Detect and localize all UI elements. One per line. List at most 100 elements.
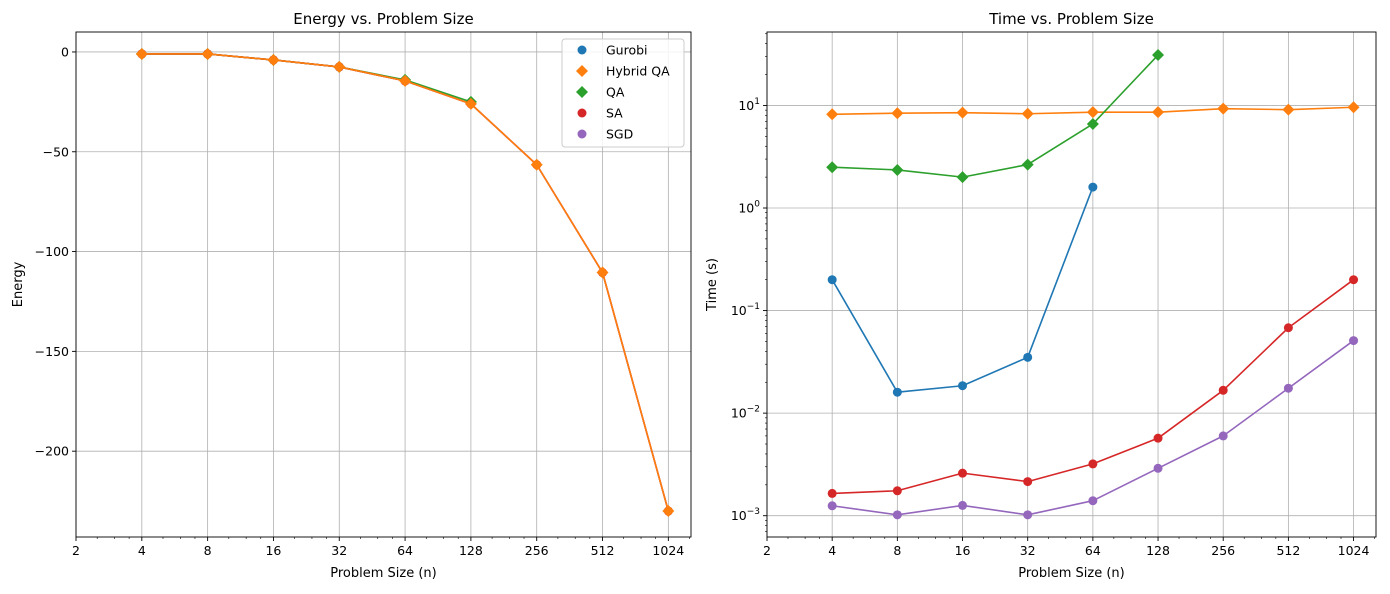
- y-tick-label: 10−1: [731, 302, 760, 318]
- y-axis-label: Energy: [11, 261, 26, 307]
- chart-title: Time vs. Problem Size: [988, 10, 1154, 28]
- x-tick-label: 16: [265, 543, 281, 558]
- y-axis-label: Time (s): [705, 258, 720, 312]
- legend-box: [561, 38, 685, 148]
- x-tick-label: 8: [204, 543, 212, 558]
- series-group: [826, 49, 1360, 520]
- legend-marker: [577, 45, 587, 55]
- y-tick-label: −150: [35, 344, 69, 359]
- data-point: [1347, 101, 1360, 114]
- series-hybrid-qa: [826, 101, 1360, 121]
- legend: Gurobi Hybrid QA QA SA SGD: [561, 38, 685, 148]
- series-gurobi: [827, 182, 1098, 397]
- chart-title: Energy vs. Problem Size: [293, 10, 473, 28]
- x-tick-label: 256: [1211, 543, 1235, 558]
- minor-ticks: [96, 537, 690, 539]
- y-tick-label: 10−2: [731, 405, 760, 421]
- axes-frame: [766, 31, 1377, 538]
- data-point: [958, 468, 968, 478]
- x-tick-label: 2: [72, 543, 80, 558]
- axes-frame: [75, 31, 692, 538]
- series-line: [832, 54, 1159, 178]
- data-point: [135, 47, 148, 60]
- data-point: [1086, 106, 1099, 119]
- data-point: [1023, 510, 1033, 520]
- legend-marker: [576, 86, 588, 98]
- y-tick-label: 101: [738, 97, 760, 113]
- data-point: [892, 387, 902, 397]
- data-point: [333, 60, 346, 73]
- x-tick-label: 32: [331, 543, 347, 558]
- y-tick-exponent: −2: [747, 405, 760, 415]
- data-point: [1152, 106, 1165, 119]
- data-point: [1218, 385, 1228, 395]
- data-point: [892, 486, 902, 496]
- legend-label: SA: [606, 106, 623, 121]
- legend-marker: [577, 108, 587, 118]
- x-axis: 2 4 8 16 32 64 128 256 512 1024: [763, 537, 1370, 558]
- data-point: [530, 158, 543, 171]
- y-tick-exponent: −1: [747, 302, 760, 312]
- data-point: [892, 510, 902, 520]
- data-point: [1349, 336, 1359, 346]
- x-tick-label: 256: [525, 543, 549, 558]
- x-tick-label: 4: [138, 543, 146, 558]
- data-point: [1021, 158, 1034, 171]
- y-tick-label: 100: [738, 200, 760, 216]
- y-tick-base: 10: [731, 406, 747, 421]
- y-axis: 0 −50 −100 −150 −200: [35, 44, 76, 459]
- series-qa: [826, 49, 1165, 184]
- data-point: [1088, 496, 1098, 506]
- data-point: [1153, 433, 1163, 443]
- x-tick-label: 512: [1276, 543, 1300, 558]
- gridlines: [75, 32, 691, 537]
- data-point: [956, 171, 969, 184]
- legend-label: Hybrid QA: [606, 64, 670, 79]
- y-tick-label: −100: [35, 244, 69, 259]
- data-point: [1088, 459, 1098, 469]
- data-point: [1282, 103, 1295, 116]
- x-tick-label: 16: [955, 543, 971, 558]
- y-tick-label: 10−3: [731, 507, 760, 523]
- chart-panel-2: 2 4 8 16 32 64 128 256 512 102410−310−210−1100101…: [705, 10, 1377, 581]
- data-point: [464, 97, 477, 110]
- y-tick-base: 10: [738, 201, 754, 216]
- data-point: [826, 161, 839, 174]
- x-tick-label: 64: [1085, 543, 1101, 558]
- data-point: [1153, 463, 1163, 473]
- x-axis-label: Problem Size (n): [330, 566, 436, 581]
- data-point: [891, 163, 904, 176]
- data-point: [958, 500, 968, 510]
- data-point: [1088, 182, 1098, 192]
- y-tick-exponent: −3: [747, 507, 760, 517]
- legend-marker: [576, 65, 588, 77]
- data-point: [1152, 49, 1165, 62]
- y-tick-label: −200: [35, 444, 69, 459]
- x-tick-label: 1024: [652, 543, 684, 558]
- x-tick-label: 2: [763, 543, 771, 558]
- y-tick-label: 0: [61, 44, 69, 59]
- y-tick-exponent: 1: [754, 97, 760, 107]
- x-axis: 2 4 8 16 32 64 128 256 512 1024: [72, 537, 684, 558]
- data-point: [1283, 323, 1293, 333]
- data-point: [267, 53, 280, 66]
- x-tick-label: 64: [397, 543, 413, 558]
- data-point: [1349, 275, 1359, 285]
- x-tick-label: 128: [1146, 543, 1170, 558]
- data-point: [662, 505, 675, 518]
- data-point: [1218, 431, 1228, 441]
- data-point: [399, 74, 412, 87]
- chart-panel-1: 2 4 8 16 32 64 128 256 512 1024 0 −50 −100 −150 −200 En…: [11, 10, 692, 581]
- data-point: [1217, 102, 1230, 115]
- y-tick-base: 10: [731, 508, 747, 523]
- x-tick-label: 4: [828, 543, 836, 558]
- legend-marker: [577, 129, 587, 139]
- data-point: [201, 47, 214, 60]
- series-group: [135, 47, 675, 518]
- data-point: [1023, 352, 1033, 362]
- y-tick-base: 10: [731, 303, 747, 318]
- y-tick-label: −50: [43, 144, 69, 159]
- y-tick-exponent: 0: [754, 200, 760, 210]
